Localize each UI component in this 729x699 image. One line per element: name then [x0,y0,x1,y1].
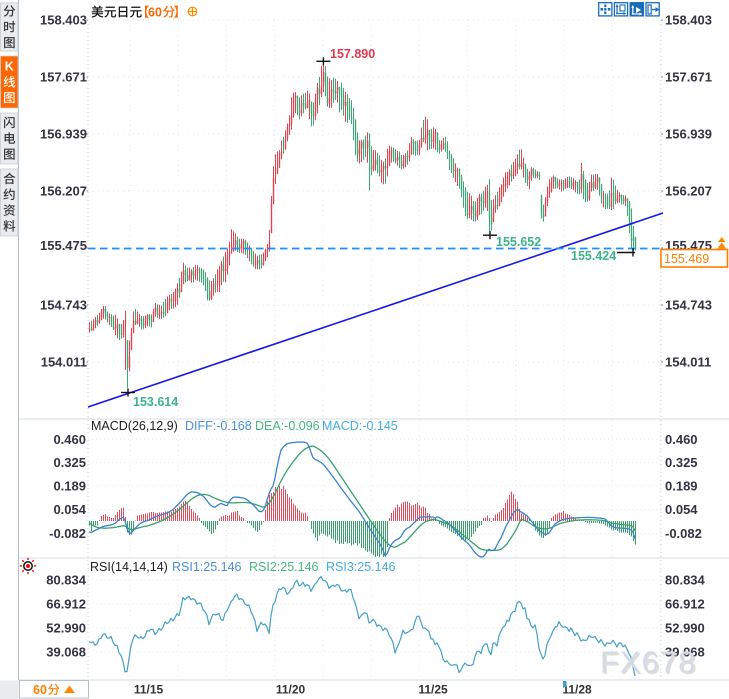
svg-text:156.207: 156.207 [665,184,712,199]
svg-text:154.743: 154.743 [665,298,712,313]
svg-text:K: K [5,60,14,74]
svg-text:153.614: 153.614 [133,395,178,409]
svg-text:66.912: 66.912 [46,597,86,612]
svg-text:0.054: 0.054 [53,502,86,517]
svg-text:RSI2:25.146: RSI2:25.146 [249,560,319,574]
svg-text:155.652: 155.652 [496,235,541,249]
svg-text:80.834: 80.834 [46,573,87,588]
svg-text:39.068: 39.068 [665,645,705,660]
svg-text:DEA:-0.096: DEA:-0.096 [255,419,320,433]
svg-text:0.054: 0.054 [665,502,698,517]
svg-text:FX678: FX678 [602,646,698,681]
svg-text:157.890: 157.890 [330,47,375,61]
svg-text:39.068: 39.068 [46,645,86,660]
svg-text:154.011: 154.011 [41,355,87,370]
svg-text:158.403: 158.403 [40,13,87,28]
svg-text:157.671: 157.671 [665,70,712,85]
svg-text:0.189: 0.189 [665,479,698,494]
svg-text:158.403: 158.403 [665,13,712,28]
svg-text:0.460: 0.460 [665,432,698,447]
svg-text:156.939: 156.939 [665,127,712,142]
svg-text:RSI3:25.146: RSI3:25.146 [326,560,396,574]
svg-text:155.424: 155.424 [571,249,616,263]
svg-text:66.912: 66.912 [665,597,705,612]
svg-text:52.990: 52.990 [665,621,705,636]
svg-text:-0.082: -0.082 [665,526,702,541]
svg-text:156.207: 156.207 [40,184,87,199]
svg-text:0.189: 0.189 [53,479,86,494]
svg-text:0.325: 0.325 [665,455,698,470]
svg-text:MACD(26,12,9): MACD(26,12,9) [91,419,178,433]
svg-text:RSI1:25.146: RSI1:25.146 [172,560,242,574]
svg-text:154.011: 154.011 [665,355,711,370]
svg-text:0.325: 0.325 [53,455,86,470]
svg-text:DIFF:-0.168: DIFF:-0.168 [185,419,252,433]
svg-text:11/25: 11/25 [418,683,448,697]
svg-text:155.469: 155.469 [664,252,709,266]
svg-text:154.743: 154.743 [40,298,87,313]
svg-text:157.671: 157.671 [40,70,87,85]
svg-text:RSI(14,14,14): RSI(14,14,14) [90,560,168,574]
svg-text:0.460: 0.460 [53,432,86,447]
svg-text:155.475: 155.475 [40,238,87,253]
svg-text:-0.082: -0.082 [49,526,86,541]
svg-text:60: 60 [33,683,47,697]
svg-text:80.834: 80.834 [665,573,706,588]
svg-text:60: 60 [148,6,162,20]
svg-text:11/28: 11/28 [562,683,592,697]
svg-text:11/15: 11/15 [134,683,164,697]
svg-text:52.990: 52.990 [46,621,86,636]
svg-text:156.939: 156.939 [40,127,87,142]
svg-text:11/20: 11/20 [276,683,306,697]
svg-text:FX678: FX678 [600,645,696,680]
svg-text:MACD:-0.145: MACD:-0.145 [322,419,398,433]
